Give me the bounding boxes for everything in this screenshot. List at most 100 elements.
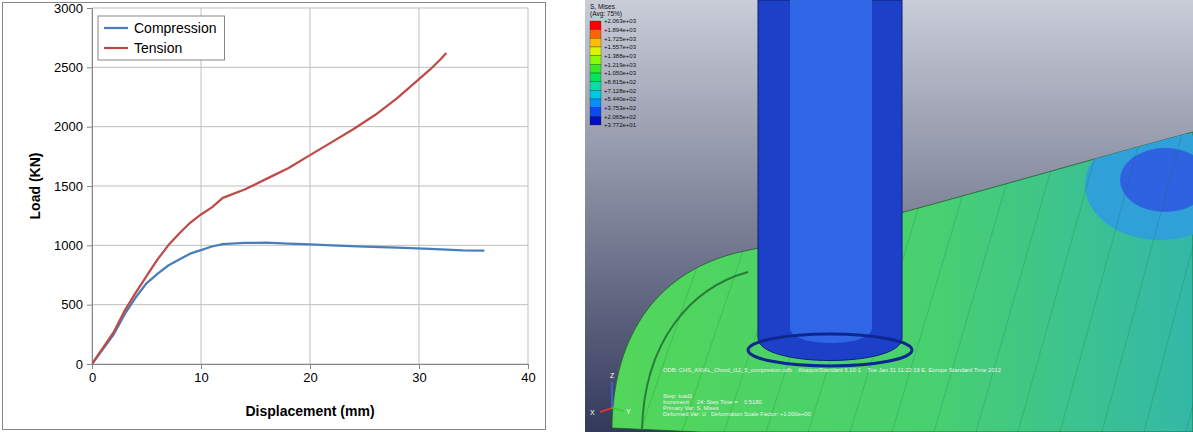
tick-label: 10 bbox=[194, 370, 208, 385]
tick-mark bbox=[528, 364, 529, 369]
contour-swatch bbox=[590, 38, 601, 47]
series-line bbox=[92, 243, 484, 364]
contour-swatch bbox=[590, 64, 601, 73]
grid bbox=[92, 8, 528, 364]
grid-line-x bbox=[528, 8, 529, 364]
tick-mark bbox=[419, 364, 420, 369]
contour-swatch bbox=[590, 21, 601, 30]
tick: 2500 bbox=[54, 60, 92, 75]
tick-label: 1500 bbox=[54, 179, 83, 194]
axis-line bbox=[87, 9, 93, 365]
tick-label: 500 bbox=[61, 297, 83, 312]
contour-label: +3.753e+02 bbox=[604, 105, 637, 111]
tick-mark bbox=[87, 127, 92, 128]
contour-swatch bbox=[590, 90, 601, 99]
mesh-line bbox=[1144, 128, 1193, 432]
legend: CompressionTension bbox=[98, 16, 224, 60]
contour-label: +8.815e+02 bbox=[604, 79, 637, 85]
chord-details bbox=[640, 122, 1193, 432]
tick: 1500 bbox=[54, 179, 92, 194]
legend-swatch bbox=[104, 27, 128, 29]
legend-box bbox=[98, 16, 224, 60]
y-axis-title: Load (KN) bbox=[27, 153, 43, 220]
tick-label: 3000 bbox=[54, 1, 83, 16]
grid-line-x bbox=[419, 8, 420, 364]
contour-swatch bbox=[590, 47, 601, 56]
contour-label: +1.725e+03 bbox=[604, 36, 637, 42]
tick: 10 bbox=[194, 364, 208, 385]
tick: 2000 bbox=[54, 119, 92, 134]
triad-axis bbox=[611, 382, 613, 408]
contour-label: +1.894e+03 bbox=[604, 27, 637, 33]
contour-label: +7.128e+02 bbox=[604, 88, 637, 94]
contour-label: +1.050e+03 bbox=[604, 70, 637, 76]
fea-view: S, Mises(Avg: 75%)+2.063e+03+1.894e+03+1… bbox=[585, 0, 1193, 432]
tick-mark bbox=[87, 186, 92, 187]
axis-triad: Z X Y bbox=[590, 372, 631, 416]
mesh-line bbox=[976, 152, 1056, 432]
mesh-line bbox=[1102, 134, 1182, 432]
contour-swatch bbox=[590, 73, 601, 82]
contour-swatch bbox=[590, 99, 601, 108]
info-line: ODB: CHS_AXIAL_Chord_t12_5_compresion.od… bbox=[663, 367, 1001, 373]
grid-line-x bbox=[310, 8, 311, 364]
contour-title: S, Mises bbox=[590, 3, 616, 10]
contour-label: +3.772e+01 bbox=[604, 122, 637, 128]
figure: 010203040050010001500200025003000Displac… bbox=[0, 0, 1193, 432]
tick: 0 bbox=[76, 357, 92, 372]
tick-label: 0 bbox=[76, 357, 83, 372]
tick-mark bbox=[87, 245, 92, 246]
mesh-line bbox=[1018, 146, 1098, 432]
x-axis-title: Displacement (mm) bbox=[245, 403, 374, 419]
mesh-line bbox=[892, 164, 972, 432]
contour-label: +2.065e+02 bbox=[604, 114, 637, 120]
contour-swatch bbox=[590, 108, 601, 117]
tick-label: 40 bbox=[521, 370, 535, 385]
tick: 500 bbox=[61, 297, 92, 312]
tick-label: 1000 bbox=[54, 238, 83, 253]
tick-mark bbox=[87, 364, 92, 365]
tick-label: 30 bbox=[412, 370, 426, 385]
tick-mark bbox=[87, 305, 92, 306]
tick: 30 bbox=[412, 364, 426, 385]
tick: 40 bbox=[521, 364, 535, 385]
contour-label: +1.219e+03 bbox=[604, 62, 637, 68]
contour-label: +5.440e+02 bbox=[604, 96, 637, 102]
contour-swatch bbox=[590, 56, 601, 65]
brace-inner bbox=[790, 0, 872, 343]
series-line bbox=[92, 53, 446, 364]
chord-end-edge bbox=[642, 272, 748, 430]
contour-label: +1.388e+03 bbox=[604, 53, 637, 59]
triad-label: Z bbox=[610, 372, 615, 379]
triad-axis bbox=[600, 408, 612, 412]
contour-swatch bbox=[590, 116, 601, 125]
triad-axis bbox=[612, 408, 624, 411]
info-line: Deformed Var: U Deformation Scale Factor… bbox=[663, 411, 811, 417]
stress-zone bbox=[1120, 148, 1193, 212]
mesh-line bbox=[934, 158, 1014, 432]
stress-zone bbox=[1085, 130, 1193, 240]
weld-ring bbox=[748, 334, 912, 366]
info-text: ODB: CHS_AXIAL_Chord_t12_5_compresion.od… bbox=[663, 367, 1001, 417]
triad-label: X bbox=[590, 409, 595, 416]
axis-line bbox=[93, 365, 529, 370]
x-axis: 010203040 bbox=[89, 364, 536, 385]
contour-label: +2.063e+03 bbox=[604, 18, 637, 24]
tick-mark bbox=[87, 67, 92, 68]
tick-label: 2500 bbox=[54, 60, 83, 75]
tick-mark bbox=[310, 364, 311, 369]
chart-area bbox=[3, 3, 546, 430]
tick-mark bbox=[87, 8, 92, 9]
tick-label: 0 bbox=[89, 370, 96, 385]
tick: 1000 bbox=[54, 238, 92, 253]
tick-mark bbox=[201, 364, 202, 369]
mesh-line bbox=[1186, 122, 1193, 432]
mesh-line bbox=[682, 194, 762, 432]
brace-tube bbox=[758, 0, 902, 361]
legend-label: Compression bbox=[134, 20, 216, 36]
grid-line-x bbox=[201, 8, 202, 364]
contour-swatch bbox=[590, 82, 601, 91]
contour-label: +1.557e+03 bbox=[604, 44, 637, 50]
triad-label: Y bbox=[626, 408, 631, 415]
plot-lines bbox=[92, 53, 484, 364]
